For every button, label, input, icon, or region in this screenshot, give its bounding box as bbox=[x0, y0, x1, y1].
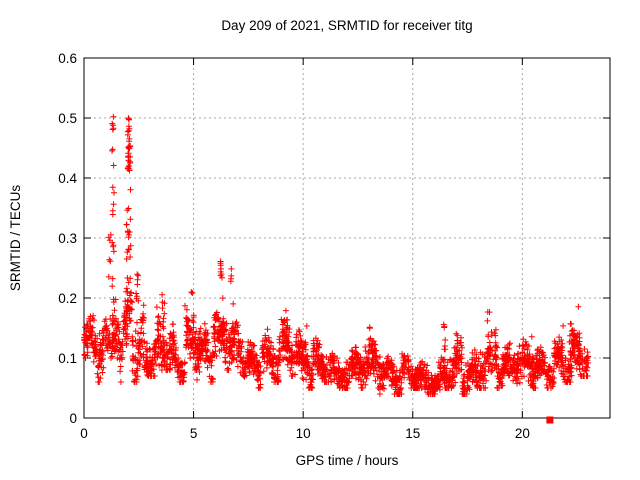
y-tick-label: 0.6 bbox=[58, 51, 77, 66]
y-tick-label: 0 bbox=[69, 411, 77, 426]
x-axis-label: GPS time / hours bbox=[296, 453, 399, 468]
tick-label-layer: 0 5 10 15 20 0 0.1 0.2 0.3 0.4 0.5 0.6 bbox=[58, 51, 530, 441]
y-tick-label: 0.2 bbox=[58, 291, 77, 306]
scatter-series bbox=[81, 113, 592, 397]
y-tick-label: 0.1 bbox=[58, 351, 77, 366]
y-tick-label: 0.4 bbox=[58, 171, 77, 186]
chart-title: Day 209 of 2021, SRMTID for receiver tit… bbox=[221, 18, 472, 33]
isolated-square-marker bbox=[546, 416, 554, 424]
plot-border bbox=[83, 57, 611, 419]
x-tick-label: 5 bbox=[190, 426, 198, 441]
y-tick-label: 0.3 bbox=[58, 231, 77, 246]
y-axis-label: SRMTID / TECUs bbox=[8, 185, 23, 292]
x-tick-label: 20 bbox=[515, 426, 530, 441]
x-tick-label: 0 bbox=[80, 426, 88, 441]
x-tick-label: 10 bbox=[296, 426, 311, 441]
x-tick-label: 15 bbox=[405, 426, 420, 441]
y-tick-label: 0.5 bbox=[58, 111, 77, 126]
